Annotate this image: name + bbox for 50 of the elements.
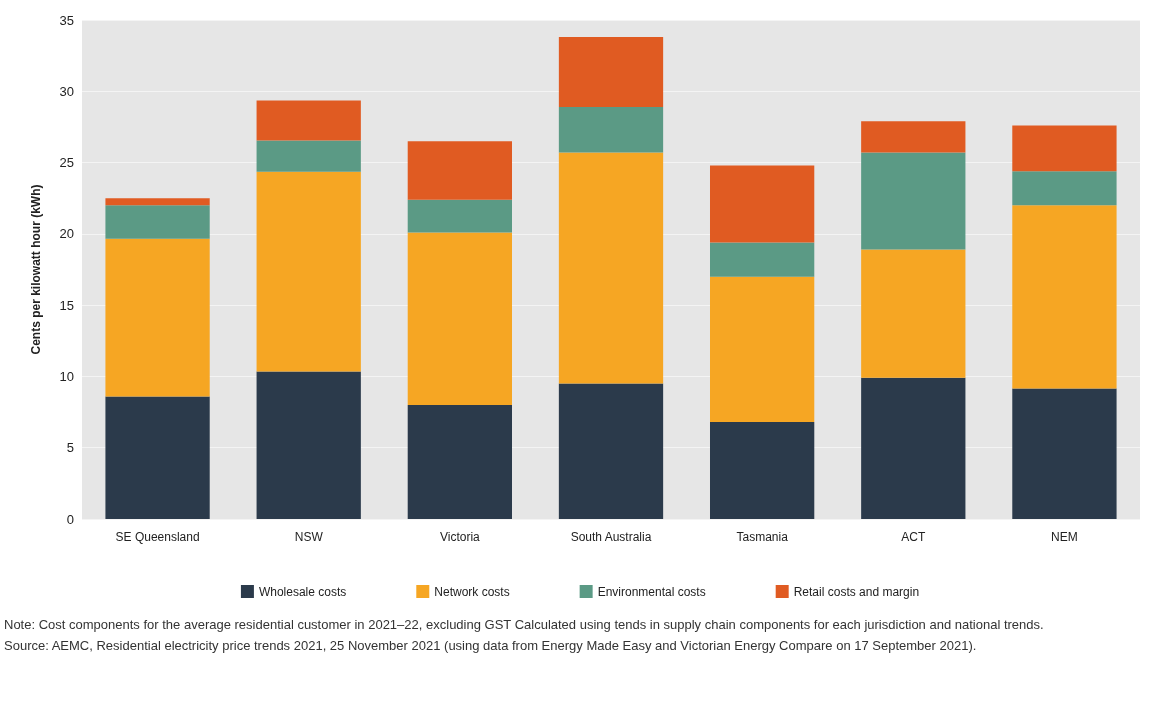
- bar: [1012, 205, 1117, 389]
- legend-label: Wholesale costs: [258, 584, 347, 599]
- bar: [861, 377, 966, 519]
- bar: [256, 371, 361, 519]
- x-tick-label: NEM: [1051, 530, 1078, 544]
- bar: [861, 152, 966, 250]
- bar: [256, 140, 361, 172]
- bar: [558, 106, 664, 153]
- y-tick-label: 0: [66, 511, 74, 527]
- y-tick-label: 20: [59, 226, 74, 242]
- x-tick-label: Tasmania: [736, 530, 789, 544]
- legend-label: Retail costs and margin: [793, 584, 920, 599]
- bar: [1012, 125, 1117, 172]
- bar: [105, 198, 210, 206]
- x-tick-label: South Australia: [570, 530, 652, 544]
- y-tick-label: 15: [59, 297, 74, 313]
- text: Note: Cost components for the average residential customer in 2021–22, excluding GST Calculated using tends in supply chain components for each jurisdiction and national trends.: [4, 616, 1045, 634]
- legend-label: Environmental costs: [597, 584, 706, 599]
- bar: [558, 152, 664, 384]
- x-tick-label: SE Queensland: [115, 530, 200, 544]
- source-note: Source: AEMC, Residential electricity price trends 2021, 25 November 2021 (using data from Energy Made Easy and Victorian Energy Compare on 17 September 2021).: [4, 637, 978, 655]
- bar: [407, 199, 512, 233]
- bar: [710, 242, 815, 277]
- bar: [105, 396, 210, 519]
- bar: [1012, 388, 1117, 519]
- bar: [710, 165, 815, 243]
- bar: [861, 121, 966, 153]
- bar: [256, 171, 361, 372]
- bar: [256, 100, 361, 141]
- bar: [861, 249, 966, 378]
- bar: [407, 232, 512, 405]
- y-tick-label: 25: [59, 155, 74, 171]
- y-tick-label: 35: [59, 12, 74, 28]
- bar: [710, 422, 815, 519]
- bar: [1012, 171, 1117, 206]
- bar: [710, 276, 815, 423]
- bar: [558, 37, 664, 107]
- bar: [407, 404, 512, 519]
- bar: [105, 238, 210, 397]
- bar: [105, 205, 210, 239]
- x-tick-label: ACT: [901, 530, 926, 544]
- bar: [558, 383, 664, 519]
- x-tick-label: NSW: [294, 530, 324, 544]
- y-tick-label: 30: [59, 83, 74, 99]
- y-tick-label: 10: [59, 368, 74, 384]
- y-tick-label: 5: [66, 440, 74, 456]
- bar: [407, 141, 512, 200]
- x-tick-label: Victoria: [439, 530, 481, 544]
- y-axis-title: Cents per kilowatt hour (kWh): [29, 184, 43, 355]
- legend-label: Network costs: [434, 584, 510, 599]
